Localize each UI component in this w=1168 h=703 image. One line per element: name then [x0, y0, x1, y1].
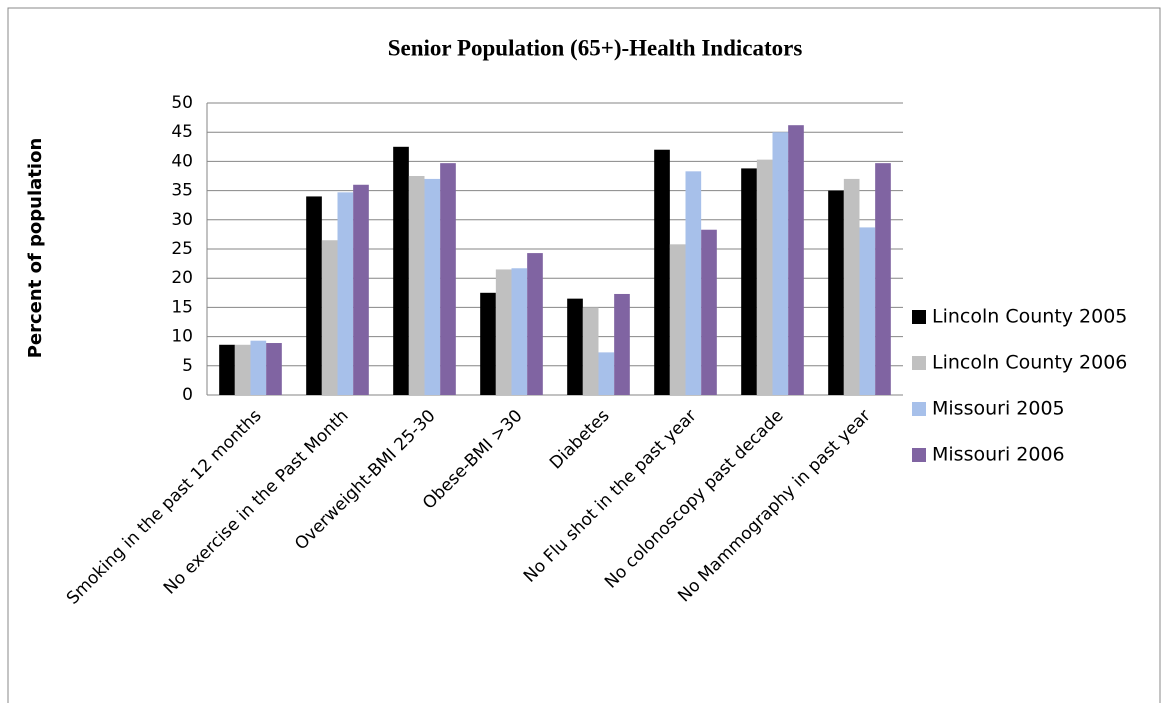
bar [321, 240, 338, 395]
bar [582, 307, 599, 395]
bar [828, 190, 844, 395]
bar [219, 344, 235, 395]
y-tick-label: 35 [171, 181, 193, 201]
bar [480, 292, 496, 395]
bar [685, 171, 702, 395]
legend-swatch [912, 448, 926, 462]
y-tick-label: 10 [171, 327, 193, 347]
bar [527, 253, 543, 395]
bar [440, 163, 456, 395]
bar [424, 178, 441, 395]
y-tick-label: 0 [182, 385, 193, 405]
legend-swatch [912, 402, 926, 416]
legend-swatch [912, 356, 926, 370]
y-axis-label: Percent of population [25, 138, 46, 359]
bar [788, 125, 804, 395]
y-tick-label: 45 [171, 122, 193, 142]
y-tick-label: 25 [171, 239, 193, 259]
legend-swatch [912, 310, 926, 324]
legend-label: Lincoln County 2006 [932, 352, 1127, 374]
bar [772, 132, 789, 395]
bar [567, 298, 583, 395]
chart-title: Senior Population (65+)-Health Indicator… [388, 35, 803, 60]
bar [511, 268, 528, 395]
bar [843, 178, 860, 395]
bar [701, 229, 717, 395]
bar [306, 196, 322, 395]
bar [669, 244, 686, 395]
y-tick-label: 20 [171, 268, 193, 288]
bar [337, 192, 354, 395]
bar [234, 344, 251, 395]
bar [266, 343, 282, 395]
bar [859, 227, 876, 395]
bar [756, 159, 773, 395]
bar [598, 352, 615, 395]
bar [654, 149, 670, 395]
bar [614, 293, 630, 395]
bar [875, 163, 891, 395]
legend-label: Missouri 2006 [932, 444, 1065, 466]
bar [353, 184, 369, 395]
legend-label: Lincoln County 2005 [932, 306, 1127, 328]
bar [408, 176, 425, 395]
bar [495, 269, 512, 395]
bar [250, 340, 267, 395]
y-tick-label: 5 [182, 356, 193, 376]
y-tick-label: 50 [171, 93, 193, 113]
legend-label: Missouri 2005 [932, 398, 1065, 420]
y-tick-label: 30 [171, 210, 193, 230]
bar [393, 146, 409, 395]
bar [741, 168, 757, 395]
y-tick-label: 15 [171, 297, 193, 317]
y-tick-label: 40 [171, 151, 193, 171]
